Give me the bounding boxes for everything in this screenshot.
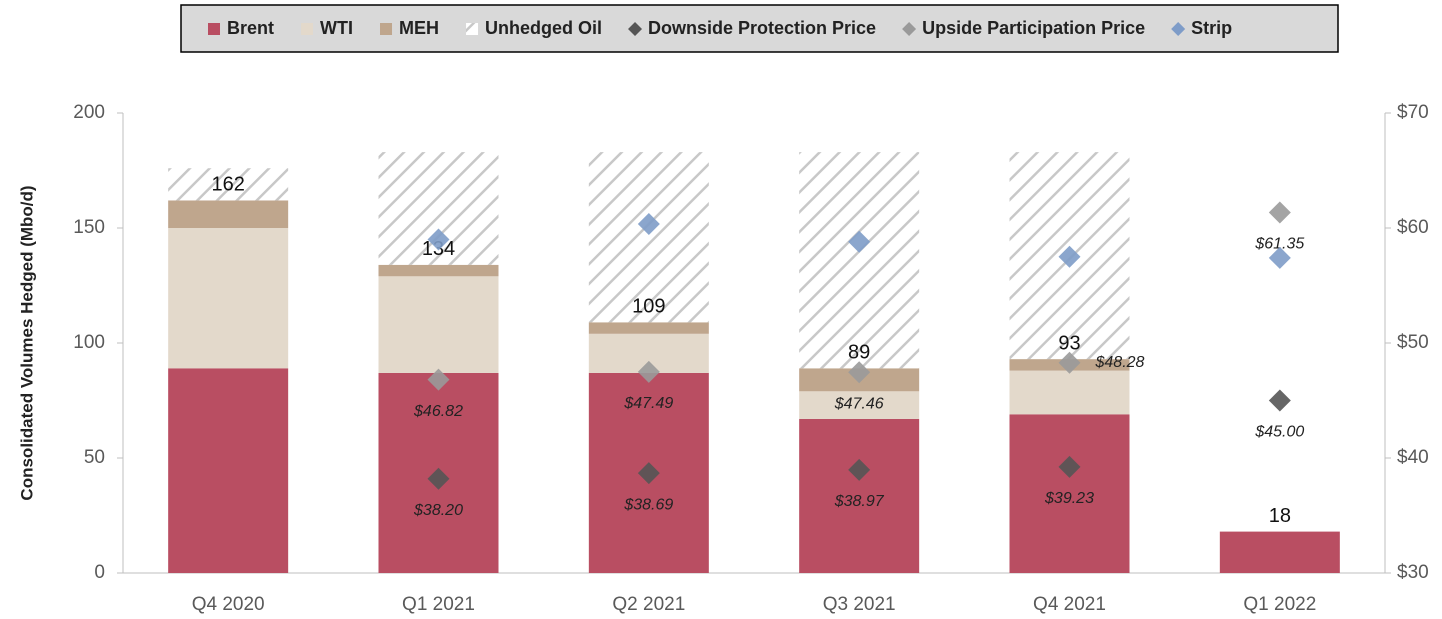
price-marker bbox=[427, 467, 450, 490]
legend-swatch bbox=[208, 23, 220, 35]
price-marker bbox=[637, 212, 660, 235]
y-tick-label: 50 bbox=[84, 447, 105, 468]
price-marker bbox=[637, 462, 660, 485]
y-axis-label: Consolidated Volumes Hedged (Mbo/d) bbox=[17, 185, 36, 500]
bar-segment bbox=[1009, 370, 1130, 415]
bar-segment bbox=[799, 418, 920, 573]
legend-swatch bbox=[380, 23, 393, 35]
y2-tick-label: $30 bbox=[1397, 562, 1429, 583]
price-marker bbox=[848, 361, 871, 384]
y-tick-label: 0 bbox=[94, 562, 105, 583]
y2-tick-label: $50 bbox=[1397, 332, 1429, 353]
price-marker bbox=[1268, 246, 1291, 269]
price-label: $45.00 bbox=[1254, 424, 1304, 441]
bar-segment bbox=[1219, 531, 1340, 573]
price-marker bbox=[637, 360, 660, 383]
price-marker bbox=[1058, 351, 1081, 374]
price-marker bbox=[1268, 389, 1291, 412]
bar-segment bbox=[168, 228, 289, 369]
y2-tick-label: $60 bbox=[1397, 217, 1429, 238]
x-tick-label: Q4 2020 bbox=[192, 594, 265, 615]
price-label: $46.82 bbox=[413, 403, 463, 420]
price-marker bbox=[427, 228, 450, 251]
y2-tick-label: $40 bbox=[1397, 447, 1429, 468]
legend-marker bbox=[1171, 22, 1186, 36]
total-label: 89 bbox=[848, 342, 870, 364]
price-marker bbox=[848, 458, 871, 481]
legend-marker bbox=[902, 22, 917, 36]
legend-label: Unhedged Oil bbox=[485, 18, 602, 38]
legend-marker bbox=[628, 22, 643, 36]
bar-segment bbox=[378, 264, 499, 277]
x-tick-label: Q1 2022 bbox=[1243, 594, 1316, 615]
bar-segment bbox=[799, 391, 920, 419]
price-marker bbox=[1268, 201, 1291, 224]
legend-label: Brent bbox=[227, 18, 274, 38]
total-label: 93 bbox=[1058, 332, 1080, 354]
total-label: 18 bbox=[1269, 505, 1291, 527]
price-marker bbox=[848, 230, 871, 253]
price-label: $38.20 bbox=[413, 502, 463, 519]
price-label: $39.23 bbox=[1044, 490, 1094, 507]
price-label: $47.46 bbox=[834, 395, 884, 412]
legend-swatch bbox=[301, 23, 314, 35]
y-tick-label: 200 bbox=[73, 102, 105, 123]
y-tick-label: 150 bbox=[73, 217, 105, 238]
bar-segment bbox=[799, 152, 920, 369]
price-marker bbox=[427, 368, 450, 391]
legend-label: WTI bbox=[320, 18, 353, 38]
total-label: 109 bbox=[632, 296, 665, 318]
price-marker bbox=[1058, 245, 1081, 268]
y2-tick-label: $70 bbox=[1397, 102, 1429, 123]
legend-label: Upside Participation Price bbox=[922, 18, 1145, 38]
bar-segment bbox=[588, 322, 709, 334]
price-label: $47.49 bbox=[623, 395, 673, 412]
bar-segment bbox=[168, 200, 289, 228]
bar-segment bbox=[168, 368, 289, 573]
y-tick-label: 100 bbox=[73, 332, 105, 353]
bar-segment bbox=[168, 168, 289, 201]
total-label: 162 bbox=[211, 174, 244, 196]
x-tick-label: Q4 2021 bbox=[1033, 594, 1106, 615]
bar-segment bbox=[378, 276, 499, 373]
price-label: $38.69 bbox=[623, 496, 673, 513]
x-tick-label: Q2 2021 bbox=[612, 594, 685, 615]
legend-swatch bbox=[466, 23, 479, 35]
legend-label: Downside Protection Price bbox=[648, 18, 876, 38]
price-label: $38.97 bbox=[834, 493, 885, 510]
legend-label: MEH bbox=[399, 18, 439, 38]
x-tick-label: Q3 2021 bbox=[823, 594, 896, 615]
bar-segment bbox=[588, 152, 709, 323]
price-marker bbox=[1058, 455, 1081, 478]
bar-segment bbox=[1009, 414, 1130, 573]
legend-box bbox=[180, 4, 1339, 53]
price-label: $61.35 bbox=[1254, 236, 1304, 253]
price-label: $48.28 bbox=[1095, 354, 1145, 371]
x-tick-label: Q1 2021 bbox=[402, 594, 475, 615]
legend-label: Strip bbox=[1191, 18, 1232, 38]
